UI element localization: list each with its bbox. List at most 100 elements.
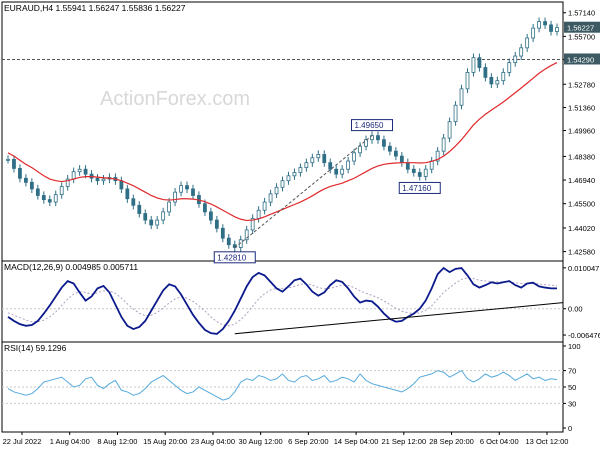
price-y-tick-label: 1.51360 [568,104,595,113]
candle-body [441,137,446,152]
x-tick-label: 14 Sep 04:00 [334,437,379,446]
candle-body [220,227,225,239]
macd-title: MACD(12,26,9) 0.004985 0.005711 [4,262,138,272]
price-y-tick-label: 1.57140 [568,9,595,18]
candle-body [328,162,333,170]
candle-body [501,72,506,82]
candle-body [274,186,279,195]
candle-body [167,201,172,213]
candle-body [549,24,553,32]
candle-body [47,199,52,203]
watermark: ActionForex.com [100,88,250,110]
candle-body [137,204,142,214]
candle-body [77,168,82,173]
price-tag-bg [564,21,600,33]
macd-y-tick-label: 0.00 [568,305,583,314]
x-tick-label: 13 Oct 12:00 [526,437,569,446]
candle-body [155,219,160,226]
rsi-y-tick-label: 70 [568,367,576,376]
candle-body [388,145,392,152]
candle-body [453,104,458,123]
candle-body [262,201,267,211]
candle-body [185,185,189,190]
x-tick-label: 8 Aug 12:00 [97,437,137,446]
x-tick-label: 6 Oct 04:00 [480,437,519,446]
candle-body [179,185,183,193]
candle-body [310,157,315,164]
candle-body [399,155,404,164]
price-tag-bg [564,53,600,65]
candle-body [483,67,488,78]
candle-body [429,160,434,170]
candle-body [280,180,285,188]
candle-body [119,180,124,190]
candle-body [12,158,16,169]
candle-body [53,194,58,203]
candle-body [447,121,452,139]
rsi-y-tick-label: 30 [568,399,576,408]
candle-body [495,80,500,85]
candle-body [101,178,106,182]
candle-body [191,188,195,196]
candle-body [405,162,410,170]
rsi-title: RSI(14) 59.1296 [4,343,67,353]
moving-average-line [7,62,558,222]
rsi-y-tick-label: 100 [568,342,581,351]
price-panel-frame [1,1,564,262]
x-tick-label: 21 Sep 12:00 [382,437,427,446]
price-tag-label: 1.54290 [567,55,594,64]
candle-body [173,191,177,203]
candle-body [149,219,154,226]
candle-body [376,135,380,141]
macd-signal-line [7,277,558,327]
candle-body [411,168,416,173]
macd-line [7,266,557,335]
candle-body [256,209,261,219]
price-title: EURAUD,H4 1.55941 1.56247 1.55836 1.5622… [4,3,186,13]
candle-body [334,168,339,175]
annotation-label: 1.47160 [402,184,431,193]
candle-body [531,27,536,39]
candle-body [358,145,362,154]
candle-body [161,211,166,221]
candle-body [364,139,368,147]
candle-body [340,168,345,175]
rsi-y-tick-label: 50 [568,383,576,392]
x-tick-label: 15 Aug 20:00 [143,437,187,446]
candle-body [417,172,422,177]
candle-body [6,158,10,161]
annotation-box [398,181,441,194]
x-tick-label: 23 Aug 04:00 [191,437,235,446]
candle-body [35,188,40,196]
price-trendline [234,135,373,249]
rsi-line [7,369,558,401]
price-y-tick-label: 1.48380 [568,152,595,161]
candle-body [513,55,518,63]
candle-body [489,76,494,85]
rsi-y-tick-label: 0 [568,424,572,433]
candle-body [244,229,249,241]
candle-body [423,168,428,177]
candle-body [322,154,327,164]
candle-body [471,57,476,73]
price-tag-label: 1.56227 [567,24,594,33]
price-y-tick-label: 1.55700 [568,32,595,41]
x-tick-label: 6 Sep 20:00 [288,437,328,446]
candle-body [465,72,470,90]
chart-marks: 1.57140 1.55700 1.54290 1.52780 1.51360 1.499… [2,9,600,446]
macd-y-tick-label: 0.010047 [568,264,599,273]
candle-body [83,168,88,175]
candle-body [131,198,136,206]
candle-body [203,203,207,213]
candle-body [525,37,530,49]
candle-body [382,139,386,147]
candle-body [250,218,255,231]
candle-body [292,172,297,177]
candle-body [18,168,22,179]
candle-body [352,152,357,162]
macd-trendline [234,302,564,335]
annotation-label: 1.49650 [355,121,384,130]
candle-body [537,21,541,29]
